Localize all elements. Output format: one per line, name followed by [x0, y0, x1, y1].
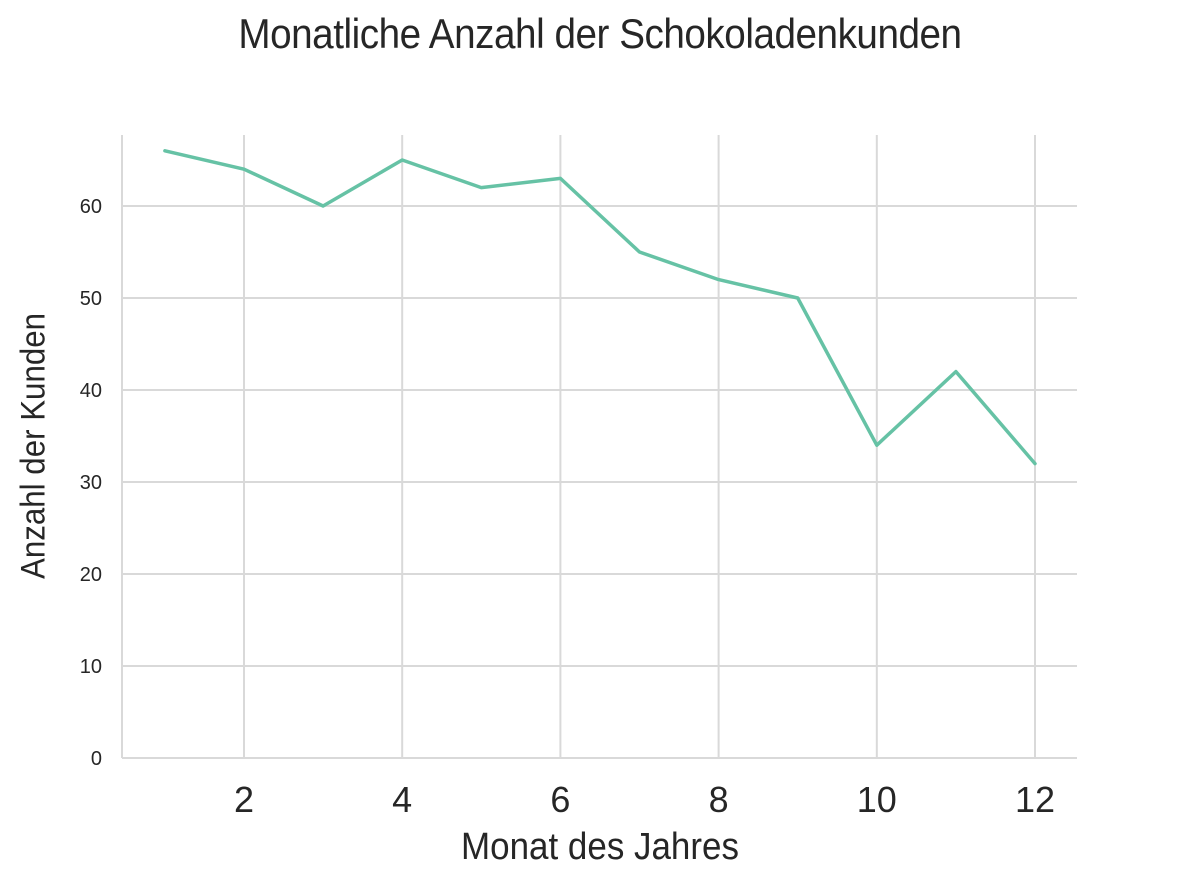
x-axis-ticks: 2 4 6 8 10 12	[234, 779, 1055, 820]
gridlines	[121, 135, 1077, 759]
y-axis-ticks: 0 10 20 30 40 50 60	[80, 196, 102, 770]
y-axis-label: Anzahl der Kunden	[14, 312, 53, 580]
x-axis-label: Monat des Jahres	[461, 826, 739, 868]
y-tick-label: 10	[80, 656, 102, 678]
y-tick-label: 0	[91, 748, 102, 770]
x-tick-label: 12	[1015, 779, 1055, 820]
x-tick-label: 6	[550, 779, 570, 820]
y-tick-label: 30	[80, 472, 102, 494]
x-tick-label: 2	[234, 779, 254, 820]
y-tick-label: 20	[80, 564, 102, 586]
y-tick-label: 40	[80, 380, 102, 402]
x-tick-label: 8	[709, 779, 729, 820]
chart-title: Monatliche Anzahl der Schokoladenkunden	[238, 10, 962, 57]
y-tick-label: 50	[80, 288, 102, 310]
x-tick-label: 10	[857, 779, 897, 820]
y-tick-label: 60	[80, 196, 102, 218]
series-line-kunden	[163, 149, 1037, 466]
x-tick-label: 4	[392, 779, 412, 820]
